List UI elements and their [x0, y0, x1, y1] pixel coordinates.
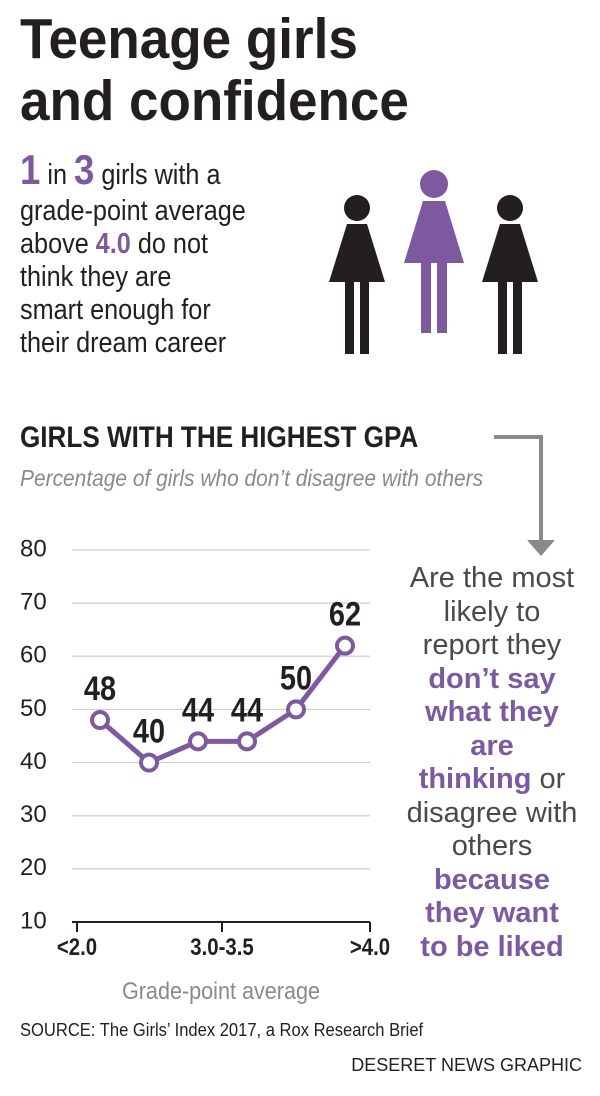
- callout-highlight: to be liked: [420, 930, 564, 963]
- y-tick-label: 60: [20, 642, 47, 669]
- figure-left: [329, 195, 385, 354]
- callout-highlight: they want: [425, 897, 559, 929]
- callout-text: disagree with: [406, 796, 578, 829]
- intro-text: think they are: [20, 261, 172, 293]
- y-tick-label: 70: [20, 588, 47, 615]
- intro-number: 3: [73, 146, 95, 193]
- data-point: [139, 752, 159, 773]
- callout-text: report they: [422, 629, 562, 661]
- intro-text: grade-point average: [20, 195, 246, 227]
- data-label: 50: [280, 658, 312, 697]
- callout-text: likely to: [443, 595, 541, 628]
- credit: DESERET NEWS GRAPHIC: [351, 1055, 582, 1075]
- callout-highlight: are: [470, 729, 514, 762]
- callout-highlight: thinking: [418, 763, 532, 795]
- intro-text: their dream career: [20, 327, 227, 359]
- title-line: and confidence: [20, 69, 409, 133]
- chart-title: GIRLS WITH THE HIGHEST GPA: [20, 421, 419, 454]
- callout-text: Are the most: [409, 562, 575, 594]
- data-label: 44: [182, 690, 215, 729]
- y-tick-label: 50: [20, 695, 47, 722]
- arrow: [494, 435, 543, 540]
- callout: Are the most likely to report they don’t…: [392, 562, 592, 964]
- intro-text: above: [20, 228, 96, 260]
- y-tick-label: 30: [20, 801, 47, 828]
- y-tick-label: 10: [20, 907, 47, 934]
- x-axis-label: Grade-point average: [122, 977, 320, 1004]
- callout-text: or: [531, 763, 566, 795]
- callout-highlight: don’t say: [428, 662, 556, 695]
- data-point: [286, 699, 306, 720]
- y-tick-label: 40: [20, 748, 47, 775]
- intro: 1 in 3 girls with a grade-point average …: [20, 149, 246, 360]
- intro-number: 4.0: [95, 228, 131, 260]
- y-tick-label: 20: [20, 854, 47, 881]
- data-line: [98, 644, 347, 766]
- x-tick-label: <2.0: [57, 933, 97, 960]
- source: SOURCE: The Girls’ Index 2017, a Rox Res…: [20, 1020, 424, 1040]
- data-point: [335, 635, 355, 656]
- y-tick-label: 80: [20, 535, 47, 562]
- x-tick-label: 3.0-3.5: [190, 933, 253, 960]
- data-point: [237, 731, 257, 752]
- x-tick-label: >4.0: [350, 933, 390, 960]
- data-point: [90, 710, 110, 731]
- arrowhead: [527, 540, 555, 556]
- chart-subtitle: Percentage of girls who don’t disagree w…: [20, 465, 484, 491]
- data-label: 48: [84, 669, 116, 708]
- title: Teenage girls and confidence: [20, 8, 409, 132]
- intro-text: girls with a: [94, 159, 221, 191]
- figure-middle: [404, 170, 464, 333]
- intro-number: 1: [20, 146, 41, 193]
- data-label: 62: [329, 594, 361, 633]
- callout-text: others: [451, 830, 533, 862]
- callout-highlight: what they: [425, 696, 559, 728]
- data-label: 44: [231, 690, 264, 729]
- intro-text: in: [40, 159, 74, 191]
- figure-right: [482, 195, 538, 354]
- data-point: [188, 731, 208, 752]
- intro-text: do not: [130, 228, 209, 260]
- data-label: 40: [133, 711, 165, 750]
- callout-highlight: because: [433, 863, 551, 896]
- intro-text: smart enough for: [20, 294, 211, 326]
- title-line: Teenage girls: [20, 7, 358, 71]
